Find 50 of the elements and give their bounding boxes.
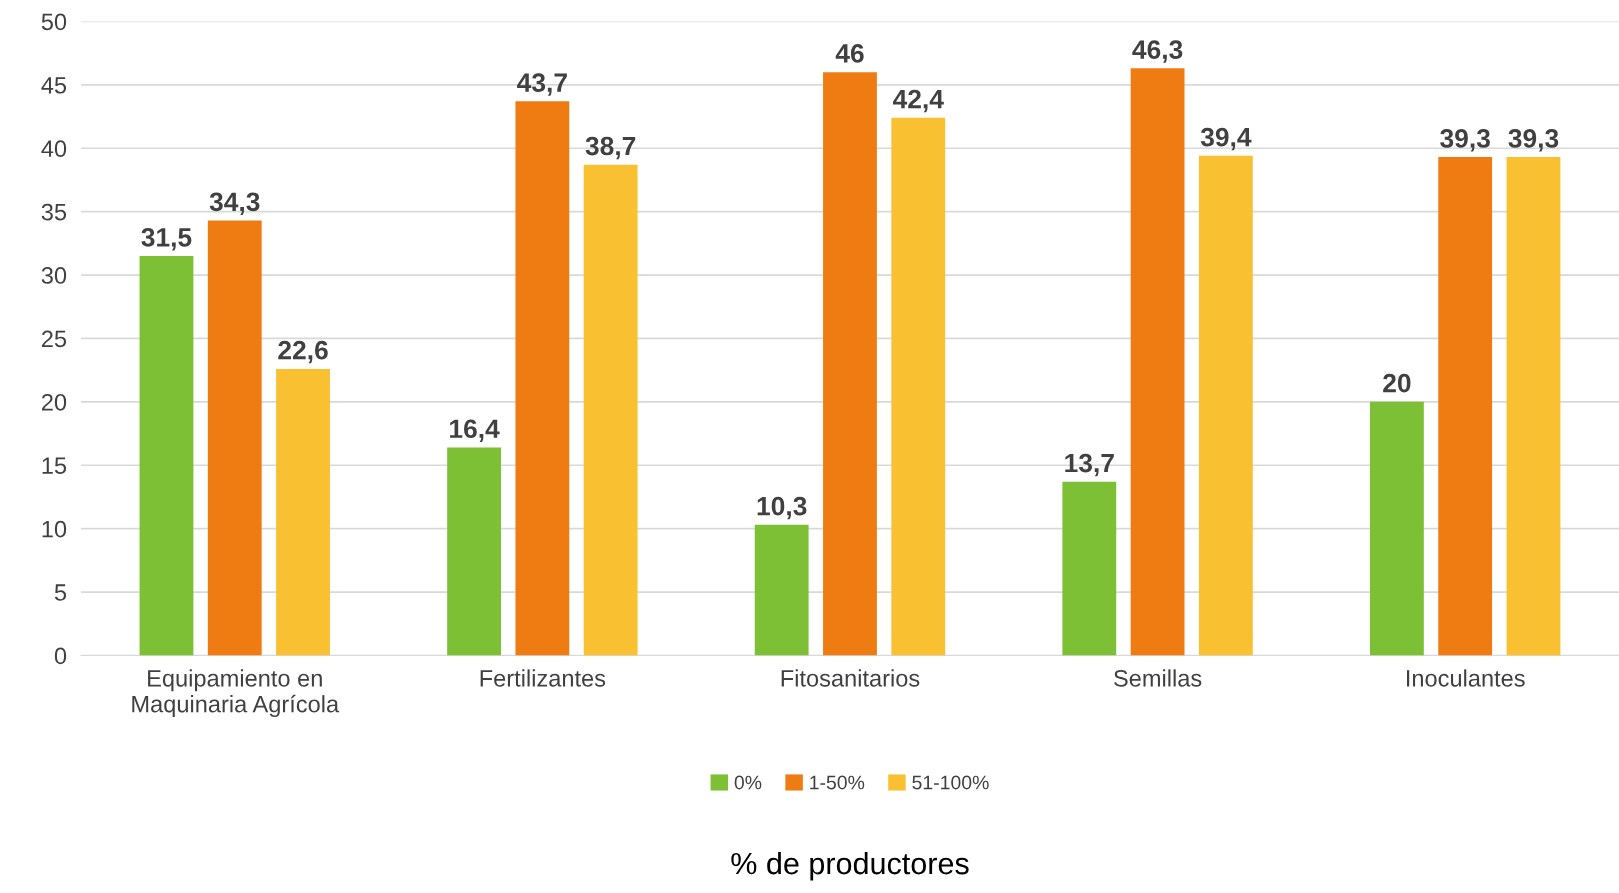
y-tick-label: 0 <box>54 647 67 665</box>
y-tick-label: 20 <box>41 393 67 411</box>
y-tick-label: 15 <box>42 457 67 475</box>
y-tick-label: 45 <box>41 77 67 94</box>
data-label: 16,4 <box>450 419 500 442</box>
data-label: 34,3 <box>209 192 260 215</box>
y-tick-label: 50 <box>41 13 67 31</box>
y-tick-label: 30 <box>41 267 67 284</box>
bar <box>1062 481 1117 656</box>
bar <box>447 447 501 656</box>
data-label: 46,3 <box>1132 40 1183 63</box>
data-label: 39,3 <box>1508 129 1559 152</box>
y-tick-label: 10 <box>42 520 67 538</box>
x-tick-label: Semillas <box>1114 669 1202 687</box>
y-tick-label: 5 <box>54 584 67 601</box>
x-tick-label: Equipamiento en Maquinaria Agrícola <box>132 669 340 718</box>
bar <box>754 524 809 656</box>
legend-label: 1-50% <box>810 775 865 790</box>
y-tick-label: 35 <box>41 203 67 221</box>
bar <box>1130 68 1185 656</box>
data-label: 31,5 <box>141 227 192 251</box>
data-label: 42,4 <box>892 89 944 113</box>
legend-label: 0% <box>734 775 762 790</box>
bar <box>1198 155 1253 656</box>
y-tick-label: 40 <box>41 140 67 158</box>
bar <box>823 72 877 656</box>
data-label: 38,7 <box>585 136 636 160</box>
bar <box>1369 401 1424 656</box>
bar <box>1438 157 1493 656</box>
data-label: 22,6 <box>278 340 328 364</box>
x-tick-label: Fertilizantes <box>480 669 606 687</box>
data-label: 10,3 <box>757 496 807 520</box>
data-label: 13,7 <box>1065 453 1114 477</box>
data-label: 43,7 <box>517 73 567 96</box>
data-label: 46 <box>835 44 864 63</box>
data-label: 20 <box>1383 373 1411 393</box>
y-tick-label: 25 <box>41 330 67 348</box>
bar <box>1506 157 1561 656</box>
x-tick-label: Fitosanitarios <box>781 669 920 687</box>
x-tick-label: Inoculantes <box>1407 669 1525 687</box>
legend-label: 51-100% <box>912 775 989 790</box>
bar <box>139 256 194 656</box>
bar <box>207 220 262 656</box>
data-label: 39,3 <box>1440 129 1490 152</box>
bar <box>891 117 946 656</box>
bar <box>276 368 330 656</box>
bar <box>515 101 570 656</box>
bar <box>583 164 638 656</box>
text: % de productores <box>731 851 969 881</box>
data-label: 39,4 <box>1200 127 1252 151</box>
